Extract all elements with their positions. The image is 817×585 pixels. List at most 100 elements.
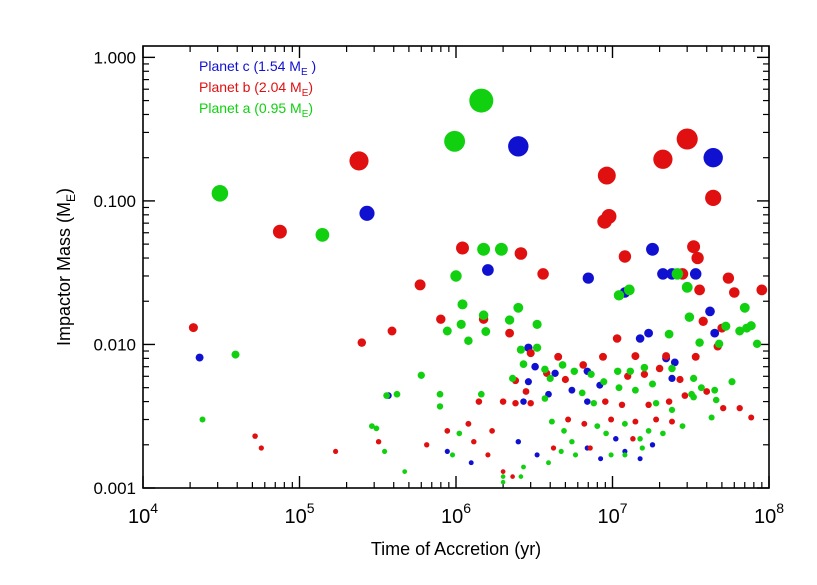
data-point-planet-a (721, 321, 731, 331)
data-point-planet-a (714, 339, 724, 348)
data-point-planet-b (465, 420, 472, 427)
data-point-planet-c (657, 268, 669, 280)
data-point-planet-a (464, 336, 473, 346)
data-point-planet-a (417, 371, 425, 379)
data-point-planet-b (756, 284, 768, 296)
data-point-planet-c (689, 268, 702, 280)
data-point-planet-b (722, 272, 735, 284)
data-point-planet-a (623, 284, 635, 296)
data-point-planet-b (387, 326, 397, 336)
y-tick-label: 0.010 (93, 335, 136, 354)
data-point-planet-c (444, 448, 450, 454)
data-point-planet-b (597, 166, 616, 185)
legend-subscript-planet-b: E (302, 88, 309, 99)
data-point-planet-c (195, 353, 204, 362)
data-point-planet-a (621, 420, 628, 427)
data-point-planet-c (670, 358, 679, 367)
data-point-planet-a (690, 393, 697, 401)
data-point-planet-c (598, 456, 604, 462)
x-tick-label: 106 (441, 500, 471, 528)
data-point-planet-b (500, 469, 506, 474)
x-tick-label: 108 (754, 500, 784, 528)
data-point-planet-b (550, 445, 557, 451)
data-point-planet-a (668, 406, 676, 414)
data-point-planet-a (708, 414, 715, 421)
data-point-planet-b (444, 428, 451, 434)
data-point-planet-a (199, 416, 206, 423)
data-point-planet-b (587, 445, 593, 451)
x-tick-label: 105 (284, 500, 314, 528)
data-point-planet-b (489, 428, 495, 434)
data-point-planet-a (518, 474, 524, 479)
data-point-planet-a (697, 384, 705, 392)
data-point-planet-a (500, 479, 506, 485)
data-point-planet-b (694, 284, 705, 296)
data-point-planet-a (508, 374, 517, 382)
data-point-planet-b (655, 364, 664, 373)
data-point-planet-a (548, 418, 555, 425)
data-point-planet-c (531, 362, 539, 371)
data-point-planet-b (456, 241, 469, 255)
data-point-planet-a (739, 302, 750, 313)
data-point-planet-a (436, 403, 444, 410)
data-point-planet-b (632, 418, 639, 425)
x-tick-label-exponent: 5 (307, 500, 315, 516)
data-point-planet-c (482, 264, 494, 276)
legend-entry-planet-b: Planet b (2.04 ME) (199, 79, 313, 99)
data-point-planet-a (637, 436, 643, 442)
data-point-planet-c (508, 136, 529, 157)
data-point-planet-a (572, 452, 579, 458)
data-point-planet-c (649, 442, 656, 448)
data-point-planet-b (499, 398, 507, 405)
series-planet-a (199, 88, 762, 485)
data-point-planet-a (402, 469, 408, 474)
legend-close-planet-c: ) (308, 58, 317, 74)
x-tick-label-base: 10 (754, 506, 776, 528)
data-point-planet-b (676, 375, 684, 384)
data-point-planet-a (652, 399, 660, 407)
data-point-planet-a (546, 374, 554, 382)
legend: Planet c (1.54 ME ) Planet b (2.04 ME) P… (199, 58, 316, 120)
data-point-planet-a (648, 380, 657, 388)
data-point-planet-a (746, 321, 756, 331)
data-point-planet-b (475, 398, 483, 405)
y-axis-title-subscript: E (64, 194, 78, 202)
data-point-planet-a (603, 430, 609, 437)
data-point-planet-b (333, 448, 339, 454)
x-tick-label-base: 10 (284, 506, 306, 528)
data-point-planet-b (537, 268, 549, 280)
data-point-planet-c (359, 205, 375, 221)
data-point-planet-a (712, 396, 720, 404)
data-point-planet-a (684, 312, 695, 322)
data-point-planet-a (383, 392, 390, 399)
data-point-planet-c (668, 374, 676, 382)
data-point-planet-a (456, 430, 463, 437)
data-point-planet-c (468, 460, 474, 466)
data-point-planet-c (703, 148, 723, 168)
legend-label-planet-b: Planet b (2.04 M (199, 79, 302, 95)
data-point-planet-a (631, 386, 639, 394)
data-point-planet-a (735, 326, 745, 336)
data-point-planet-b (526, 349, 535, 358)
data-point-planet-b (691, 251, 704, 265)
data-point-planet-a (613, 367, 622, 376)
data-point-planet-a (449, 452, 456, 458)
legend-subscript-planet-a: E (302, 109, 309, 120)
data-point-planet-b (662, 352, 671, 361)
data-point-planet-b (522, 388, 530, 395)
data-point-planet-a (532, 319, 542, 329)
data-point-planet-b (653, 149, 673, 169)
data-point-planet-b (601, 208, 617, 224)
data-point-planet-a (640, 363, 649, 372)
data-point-planet-b (612, 334, 622, 343)
legend-close-planet-b: ) (308, 79, 313, 95)
data-point-planet-b (579, 361, 588, 369)
data-point-planet-b (485, 452, 491, 458)
data-point-planet-a (444, 130, 466, 152)
data-point-planet-a (590, 399, 598, 407)
data-point-planet-b (188, 323, 198, 333)
data-point-planet-a (558, 361, 567, 369)
data-point-planet-a (546, 460, 551, 466)
data-point-planet-a (608, 452, 614, 458)
